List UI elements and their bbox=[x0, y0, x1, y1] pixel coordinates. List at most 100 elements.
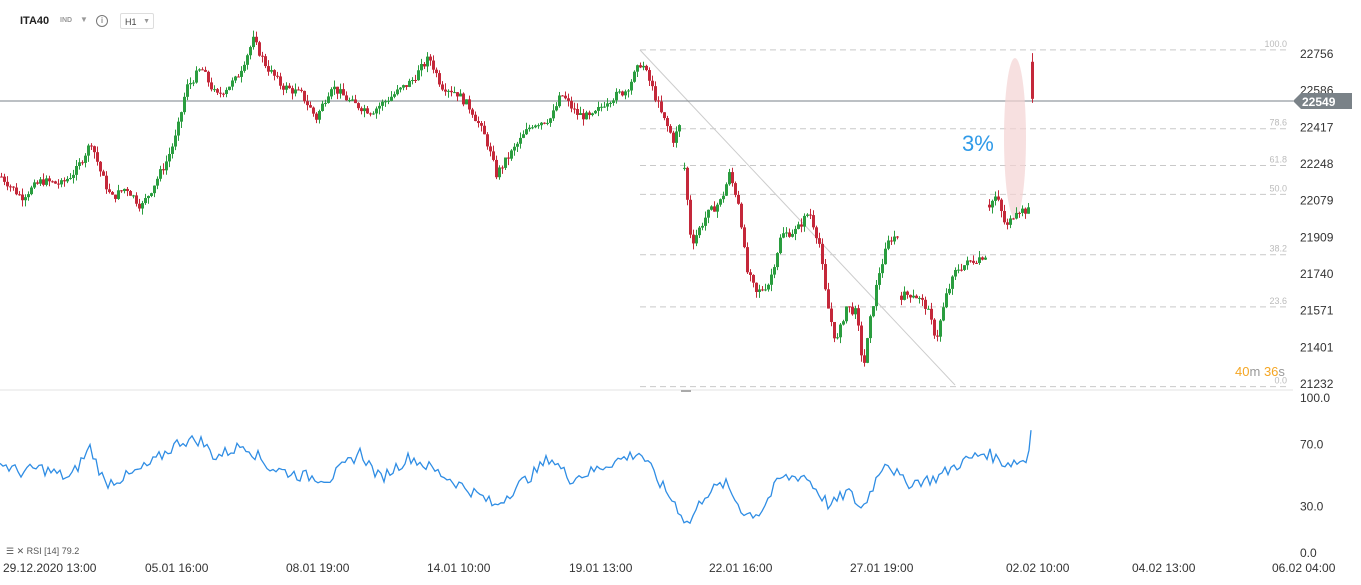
candle[interactable] bbox=[537, 123, 540, 129]
candle[interactable] bbox=[171, 143, 174, 159]
candle[interactable] bbox=[165, 155, 168, 175]
candle[interactable] bbox=[453, 86, 456, 94]
candle[interactable] bbox=[618, 89, 621, 94]
candle[interactable] bbox=[957, 264, 960, 274]
candle[interactable] bbox=[405, 85, 408, 90]
candle[interactable] bbox=[746, 242, 749, 275]
candle[interactable] bbox=[809, 208, 812, 220]
candle[interactable] bbox=[282, 83, 285, 96]
candle[interactable] bbox=[0, 172, 3, 178]
candle[interactable] bbox=[600, 103, 603, 112]
candle[interactable] bbox=[567, 93, 570, 107]
candle[interactable] bbox=[324, 99, 327, 107]
candle[interactable] bbox=[719, 198, 722, 207]
candle[interactable] bbox=[731, 167, 734, 187]
candle[interactable] bbox=[483, 121, 486, 135]
candle[interactable] bbox=[438, 70, 441, 87]
candle[interactable] bbox=[516, 141, 519, 153]
candle[interactable] bbox=[997, 190, 1000, 202]
candle[interactable] bbox=[330, 87, 333, 100]
candle[interactable] bbox=[432, 55, 435, 74]
candle[interactable] bbox=[555, 102, 558, 112]
candle[interactable] bbox=[1021, 205, 1024, 217]
candle[interactable] bbox=[698, 225, 701, 239]
candle[interactable] bbox=[803, 213, 806, 232]
candle[interactable] bbox=[291, 85, 294, 100]
candle[interactable] bbox=[918, 296, 921, 304]
candle[interactable] bbox=[339, 83, 342, 99]
candle[interactable] bbox=[930, 302, 933, 325]
candle[interactable] bbox=[21, 188, 24, 207]
candle[interactable] bbox=[465, 99, 468, 105]
candle[interactable] bbox=[54, 180, 57, 184]
candle[interactable] bbox=[606, 98, 609, 111]
candle[interactable] bbox=[474, 111, 477, 122]
candle[interactable] bbox=[660, 95, 663, 114]
candle[interactable] bbox=[336, 86, 339, 100]
candle[interactable] bbox=[639, 62, 642, 69]
candle[interactable] bbox=[900, 291, 903, 306]
candle[interactable] bbox=[827, 282, 830, 309]
candle[interactable] bbox=[522, 130, 525, 139]
candle[interactable] bbox=[414, 74, 417, 83]
candle[interactable] bbox=[513, 143, 516, 156]
candle[interactable] bbox=[972, 255, 975, 265]
candle[interactable] bbox=[890, 236, 893, 245]
candle[interactable] bbox=[120, 189, 123, 193]
candle[interactable] bbox=[797, 221, 800, 230]
candle[interactable] bbox=[258, 40, 261, 57]
candle[interactable] bbox=[309, 101, 312, 108]
candle[interactable] bbox=[393, 91, 396, 99]
candle[interactable] bbox=[627, 89, 630, 98]
candle[interactable] bbox=[984, 255, 987, 261]
candle[interactable] bbox=[848, 306, 851, 313]
candle[interactable] bbox=[594, 110, 597, 115]
candle[interactable] bbox=[981, 256, 984, 261]
candle[interactable] bbox=[492, 145, 495, 162]
candle[interactable] bbox=[303, 90, 306, 104]
candle[interactable] bbox=[800, 218, 803, 233]
candle[interactable] bbox=[558, 92, 561, 108]
candle[interactable] bbox=[689, 195, 692, 239]
candle[interactable] bbox=[423, 62, 426, 69]
candle[interactable] bbox=[942, 302, 945, 322]
candle[interactable] bbox=[345, 91, 348, 101]
candle[interactable] bbox=[686, 166, 689, 206]
candle[interactable] bbox=[776, 252, 779, 271]
candle[interactable] bbox=[186, 79, 189, 101]
candle[interactable] bbox=[552, 104, 555, 121]
candle[interactable] bbox=[609, 101, 612, 108]
candle[interactable] bbox=[363, 104, 366, 118]
candle[interactable] bbox=[57, 179, 60, 189]
candle[interactable] bbox=[906, 290, 909, 299]
candle[interactable] bbox=[839, 323, 842, 344]
candle[interactable] bbox=[99, 160, 102, 177]
candle[interactable] bbox=[321, 100, 324, 112]
trend-line[interactable] bbox=[639, 49, 956, 386]
candle[interactable] bbox=[951, 275, 954, 295]
candle[interactable] bbox=[812, 210, 815, 230]
candle[interactable] bbox=[666, 115, 669, 132]
candle[interactable] bbox=[450, 86, 453, 97]
candle[interactable] bbox=[402, 84, 405, 91]
candle[interactable] bbox=[327, 92, 330, 104]
candle[interactable] bbox=[243, 61, 246, 73]
candle[interactable] bbox=[252, 30, 255, 50]
candle[interactable] bbox=[713, 201, 716, 212]
candle[interactable] bbox=[615, 88, 618, 104]
candle[interactable] bbox=[722, 191, 725, 203]
candle[interactable] bbox=[78, 158, 81, 170]
candle[interactable] bbox=[117, 184, 120, 200]
candle[interactable] bbox=[294, 83, 297, 97]
candle[interactable] bbox=[30, 185, 33, 196]
candle[interactable] bbox=[285, 82, 288, 94]
candle[interactable] bbox=[866, 337, 869, 364]
candle[interactable] bbox=[399, 86, 402, 93]
candle[interactable] bbox=[27, 191, 30, 201]
candle[interactable] bbox=[504, 157, 507, 170]
candle[interactable] bbox=[342, 83, 345, 96]
candle[interactable] bbox=[707, 209, 710, 224]
candle[interactable] bbox=[991, 199, 994, 214]
candle[interactable] bbox=[360, 106, 363, 115]
candle[interactable] bbox=[48, 175, 51, 187]
